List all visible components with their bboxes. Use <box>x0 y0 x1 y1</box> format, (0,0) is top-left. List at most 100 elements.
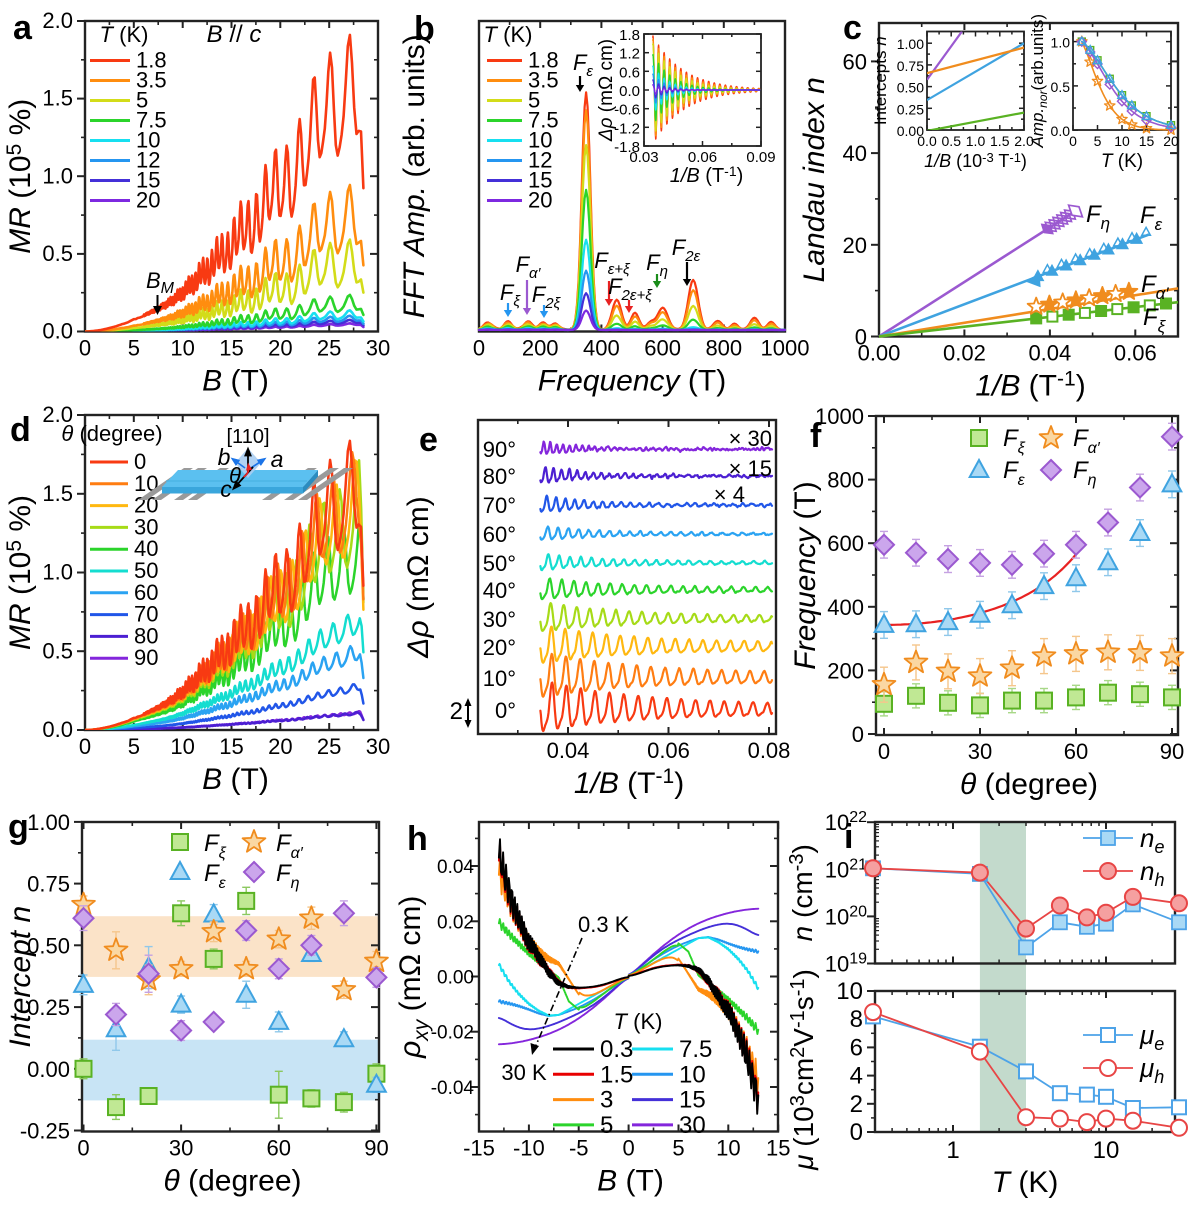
svg-text:0.50: 0.50 <box>897 80 924 96</box>
svg-text:10: 10 <box>679 1061 706 1088</box>
svg-text:0°: 0° <box>495 698 516 723</box>
svg-text:15: 15 <box>1139 133 1155 149</box>
svg-text:0.75: 0.75 <box>897 58 924 74</box>
svg-text:f: f <box>810 417 822 455</box>
svg-text:30 K: 30 K <box>501 1060 547 1085</box>
svg-text:c: c <box>220 476 232 502</box>
svg-text:400: 400 <box>583 336 620 361</box>
svg-text:Fη: Fη <box>646 250 668 280</box>
svg-text:Frequency (T): Frequency (T) <box>538 365 726 398</box>
svg-text:7.5: 7.5 <box>679 1036 712 1063</box>
svg-text:1: 1 <box>946 1137 959 1164</box>
svg-text:b: b <box>414 10 435 48</box>
svg-text:12: 12 <box>528 148 552 173</box>
svg-text:30: 30 <box>366 734 390 759</box>
svg-text:800: 800 <box>705 336 742 361</box>
svg-text:-0.25: -0.25 <box>20 1119 70 1144</box>
svg-text:200: 200 <box>827 658 864 683</box>
svg-text:0.0: 0.0 <box>619 83 640 100</box>
svg-text:Fε: Fε <box>204 860 227 892</box>
svg-text:μe: μe <box>1139 1020 1164 1054</box>
svg-text:10: 10 <box>136 128 160 153</box>
svg-text:0.06: 0.06 <box>688 149 717 166</box>
svg-text:20°: 20° <box>483 635 516 660</box>
svg-text:× 15: × 15 <box>729 456 772 481</box>
svg-text:15: 15 <box>219 336 243 361</box>
svg-text:0.6: 0.6 <box>619 64 640 81</box>
svg-text:60: 60 <box>1064 739 1088 764</box>
svg-text:40°: 40° <box>483 578 516 603</box>
svg-text:nh: nh <box>1140 856 1164 890</box>
svg-text:0.06: 0.06 <box>1114 341 1157 366</box>
svg-text:Fε: Fε <box>1003 457 1026 489</box>
svg-text:4: 4 <box>850 1063 863 1090</box>
svg-text:[110]: [110] <box>227 426 270 448</box>
svg-text:Fξ: Fξ <box>204 830 227 862</box>
svg-text:90°: 90° <box>483 437 516 462</box>
svg-text:0.00: 0.00 <box>858 341 901 366</box>
svg-text:F2ξ: F2ξ <box>532 282 562 312</box>
svg-text:-10: -10 <box>513 1136 545 1161</box>
svg-text:7.5: 7.5 <box>528 108 559 133</box>
svg-text:1.5: 1.5 <box>42 481 73 506</box>
svg-text:-1.2: -1.2 <box>614 120 640 137</box>
svg-text:30: 30 <box>169 1136 193 1161</box>
svg-text:× 4: × 4 <box>714 482 745 507</box>
svg-text:600: 600 <box>644 336 681 361</box>
svg-text:0: 0 <box>878 739 890 764</box>
svg-text:0: 0 <box>134 449 146 474</box>
svg-text:Fξ: Fξ <box>500 280 521 310</box>
svg-text:0.04: 0.04 <box>437 857 474 878</box>
svg-text:3.5: 3.5 <box>136 68 167 93</box>
svg-text:× 30: × 30 <box>729 426 772 451</box>
svg-text:1.8: 1.8 <box>136 48 167 73</box>
svg-text:1.2: 1.2 <box>619 46 640 63</box>
svg-text:50°: 50° <box>483 551 516 576</box>
svg-text:0.00: 0.00 <box>437 968 474 989</box>
svg-text:12: 12 <box>136 148 160 173</box>
svg-text:1.0: 1.0 <box>42 560 73 585</box>
svg-text:2.0: 2.0 <box>42 8 73 33</box>
svg-text:1.0: 1.0 <box>1051 35 1071 51</box>
svg-text:20: 20 <box>268 734 292 759</box>
svg-text:B // c: B // c <box>207 21 262 48</box>
svg-text:0.02: 0.02 <box>437 912 474 933</box>
svg-text:Fη: Fη <box>1073 457 1097 489</box>
svg-text:1.0: 1.0 <box>966 133 986 149</box>
svg-text:5: 5 <box>128 336 140 361</box>
svg-text:θ: θ <box>229 463 241 488</box>
svg-text:60: 60 <box>134 580 158 605</box>
svg-text:Fα′: Fα′ <box>516 252 542 282</box>
svg-text:0.5: 0.5 <box>942 133 962 149</box>
svg-text:0.50: 0.50 <box>27 933 70 958</box>
svg-text:F2ε: F2ε <box>672 235 701 265</box>
svg-text:Frequency (T): Frequency (T) <box>789 481 822 669</box>
svg-text:1/B (10-3 T-1): 1/B (10-3 T-1) <box>924 150 1027 171</box>
svg-text:20: 20 <box>528 188 552 213</box>
svg-text:a: a <box>271 446 284 472</box>
svg-text:10: 10 <box>528 128 552 153</box>
svg-text:1.00: 1.00 <box>897 36 924 52</box>
svg-text:μh: μh <box>1139 1053 1164 1087</box>
svg-text:800: 800 <box>827 468 864 493</box>
svg-text:FFT Amp. (arb. units): FFT Amp. (arb. units) <box>398 34 431 318</box>
svg-text:Fε: Fε <box>573 50 593 80</box>
svg-text:0.75: 0.75 <box>27 872 70 897</box>
svg-text:Fη: Fη <box>276 860 300 892</box>
svg-text:0: 0 <box>79 734 91 759</box>
svg-text:T (K): T (K) <box>100 22 149 47</box>
svg-text:Fα′: Fα′ <box>1073 425 1101 457</box>
svg-text:30: 30 <box>134 514 158 539</box>
svg-text:g: g <box>8 808 29 846</box>
svg-text:5: 5 <box>128 734 140 759</box>
svg-text:Fη: Fη <box>1086 201 1110 233</box>
svg-text:0.0: 0.0 <box>917 133 937 149</box>
svg-text:30: 30 <box>968 739 992 764</box>
svg-text:60°: 60° <box>483 522 516 547</box>
svg-text:10: 10 <box>170 336 194 361</box>
svg-text:1000: 1000 <box>815 404 864 429</box>
svg-text:1.5: 1.5 <box>990 133 1010 149</box>
svg-text:Intercept n: Intercept n <box>4 906 37 1048</box>
svg-text:Fξ: Fξ <box>1143 304 1167 336</box>
svg-text:0.0: 0.0 <box>42 319 73 344</box>
